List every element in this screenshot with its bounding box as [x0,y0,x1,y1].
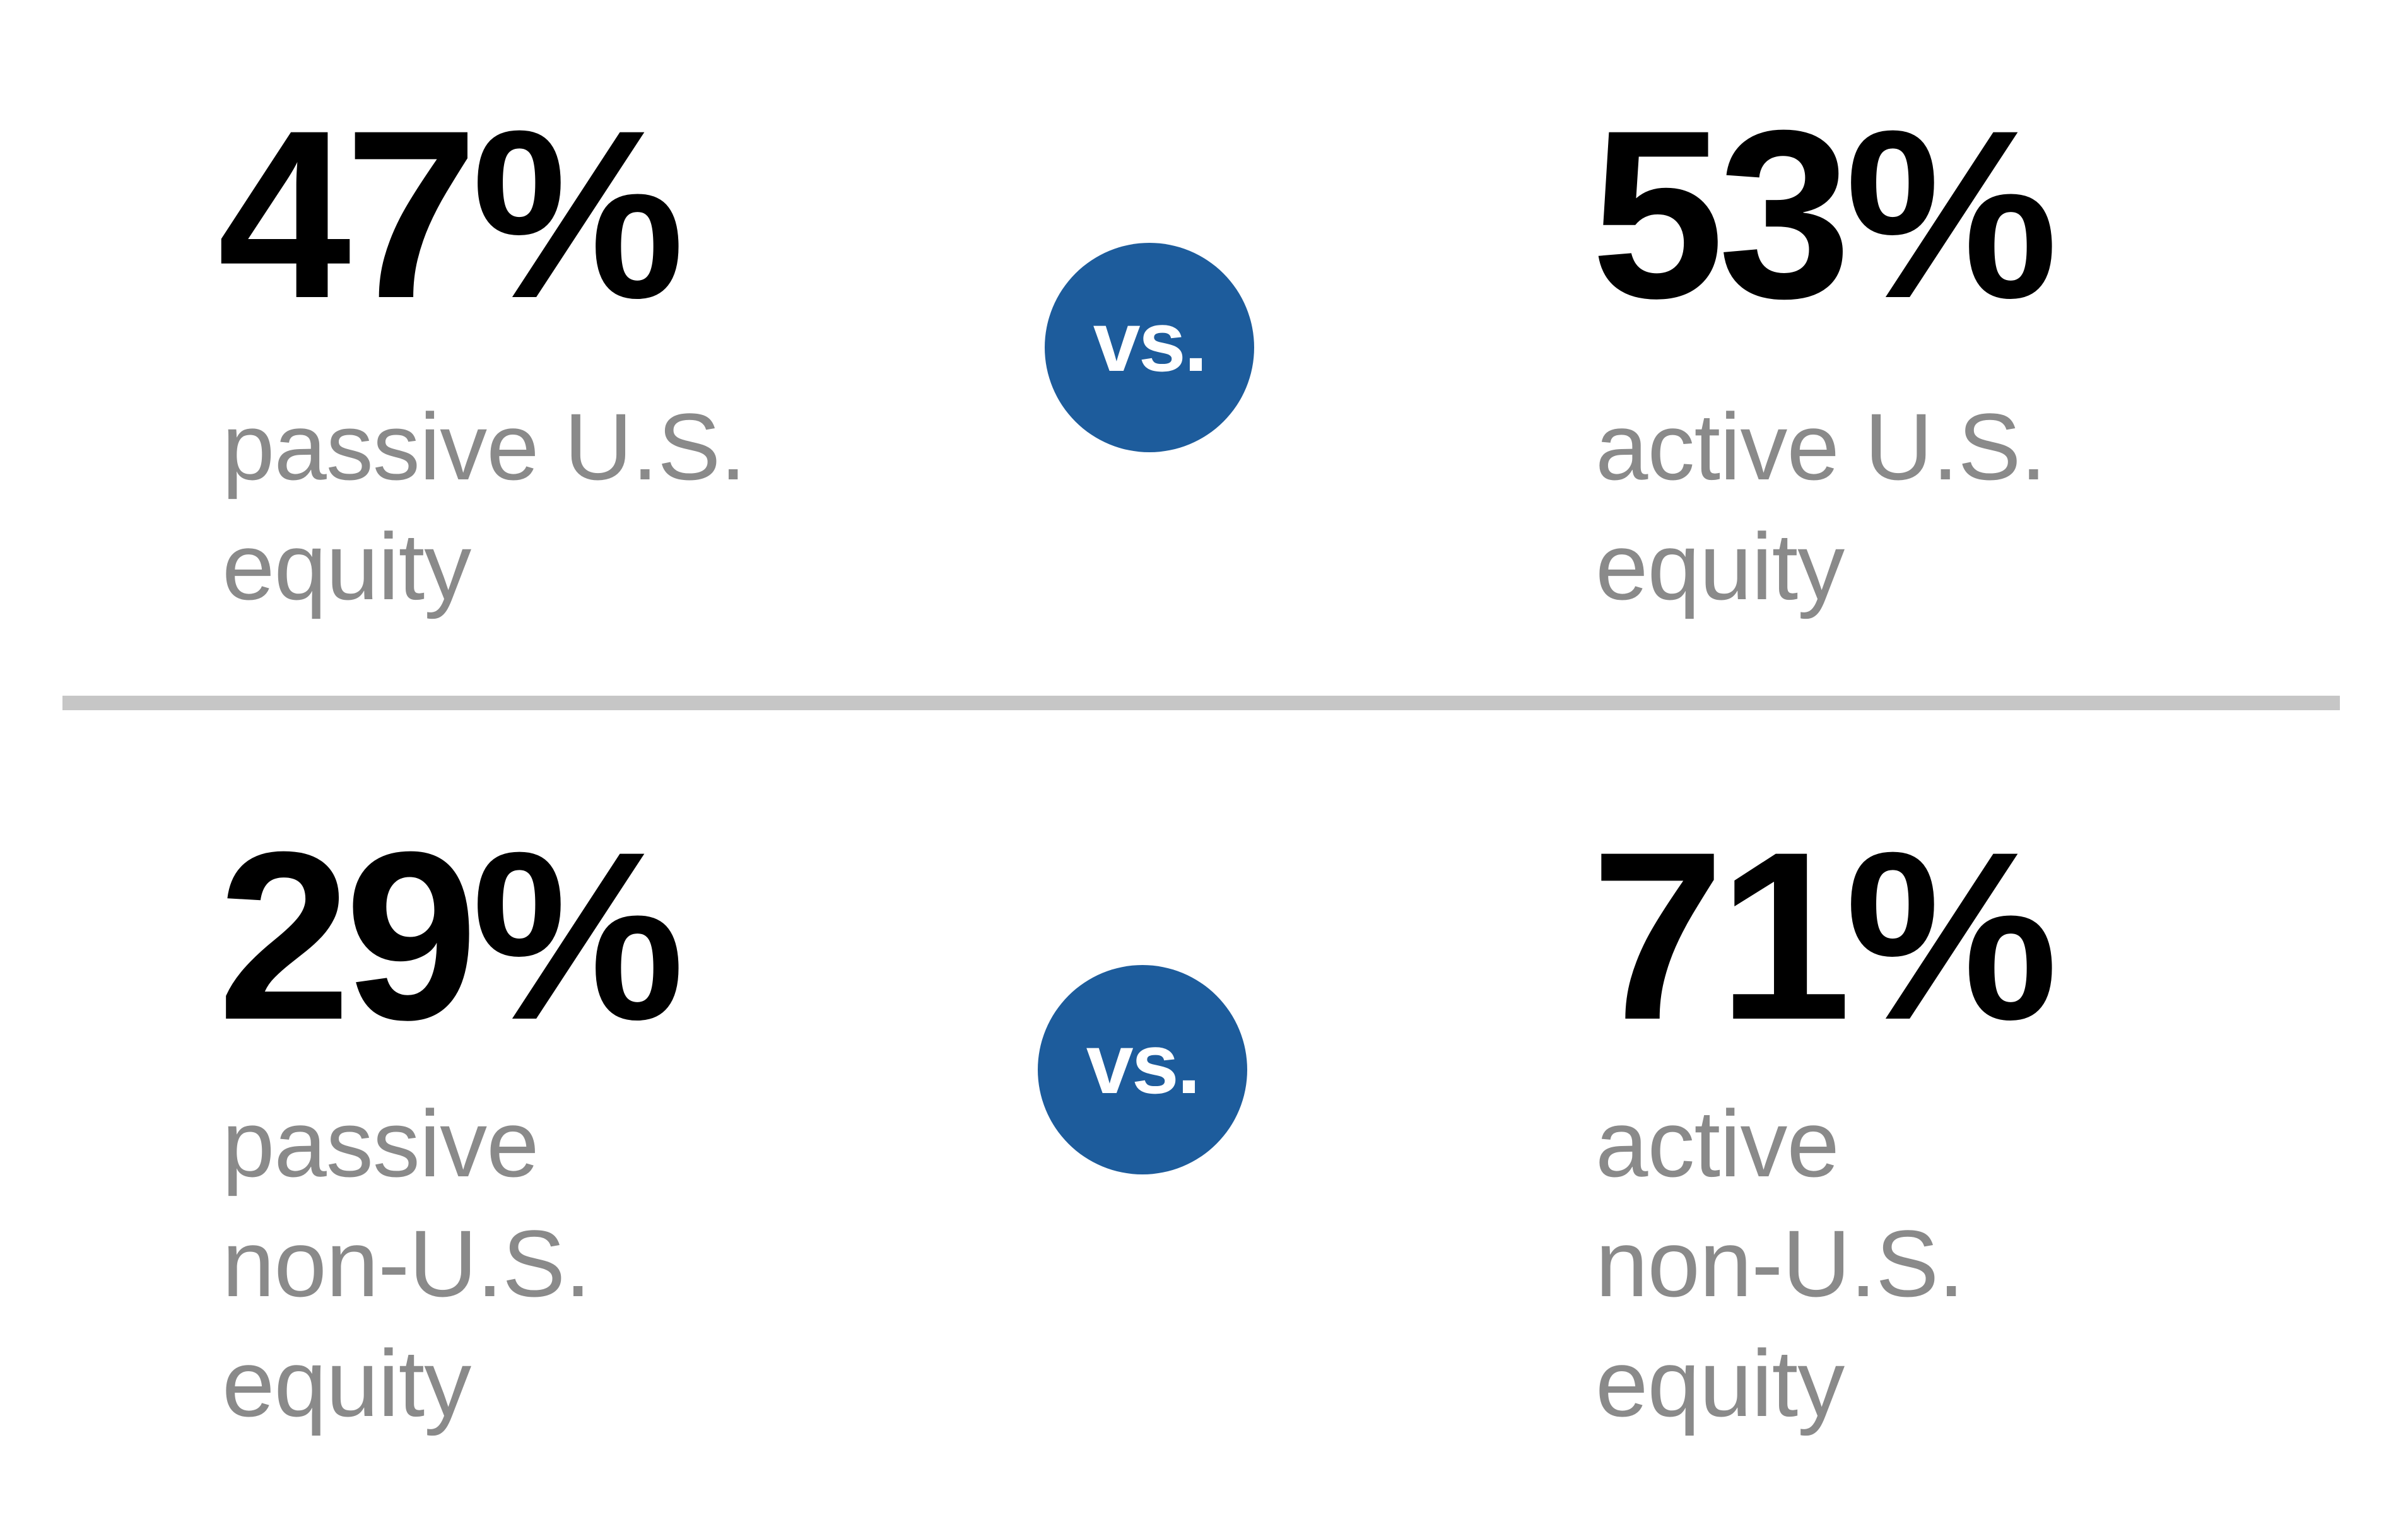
label-line: equity [222,513,471,619]
label-line: non-U.S. [222,1210,591,1316]
label-line: non-U.S. [1595,1210,1965,1316]
active-us-equity-label: active U.S. equity [1595,387,2047,626]
row-divider [62,696,2340,710]
passive-non-us-equity-value: 29% [218,802,685,1070]
active-non-us-equity-label: active non-U.S. equity [1595,1084,1965,1443]
vs-badge-top: vs. [1045,243,1254,452]
label-line: active U.S. [1595,394,2047,500]
passive-us-equity-label: passive U.S. equity [222,387,746,626]
active-non-us-equity-value: 71% [1591,802,2059,1070]
label-line: passive U.S. [222,394,746,500]
vs-label: vs. [1086,1015,1201,1111]
vs-badge-bottom: vs. [1038,965,1247,1174]
active-us-equity-value: 53% [1591,80,2059,348]
passive-non-us-equity-label: passive non-U.S. equity [222,1084,591,1443]
label-line: passive [222,1091,539,1196]
passive-us-equity-value: 47% [218,80,685,348]
label-line: active [1595,1091,1840,1196]
label-line: equity [1595,513,1845,619]
label-line: equity [1595,1330,1845,1436]
label-line: equity [222,1330,471,1436]
vs-label: vs. [1093,293,1208,389]
